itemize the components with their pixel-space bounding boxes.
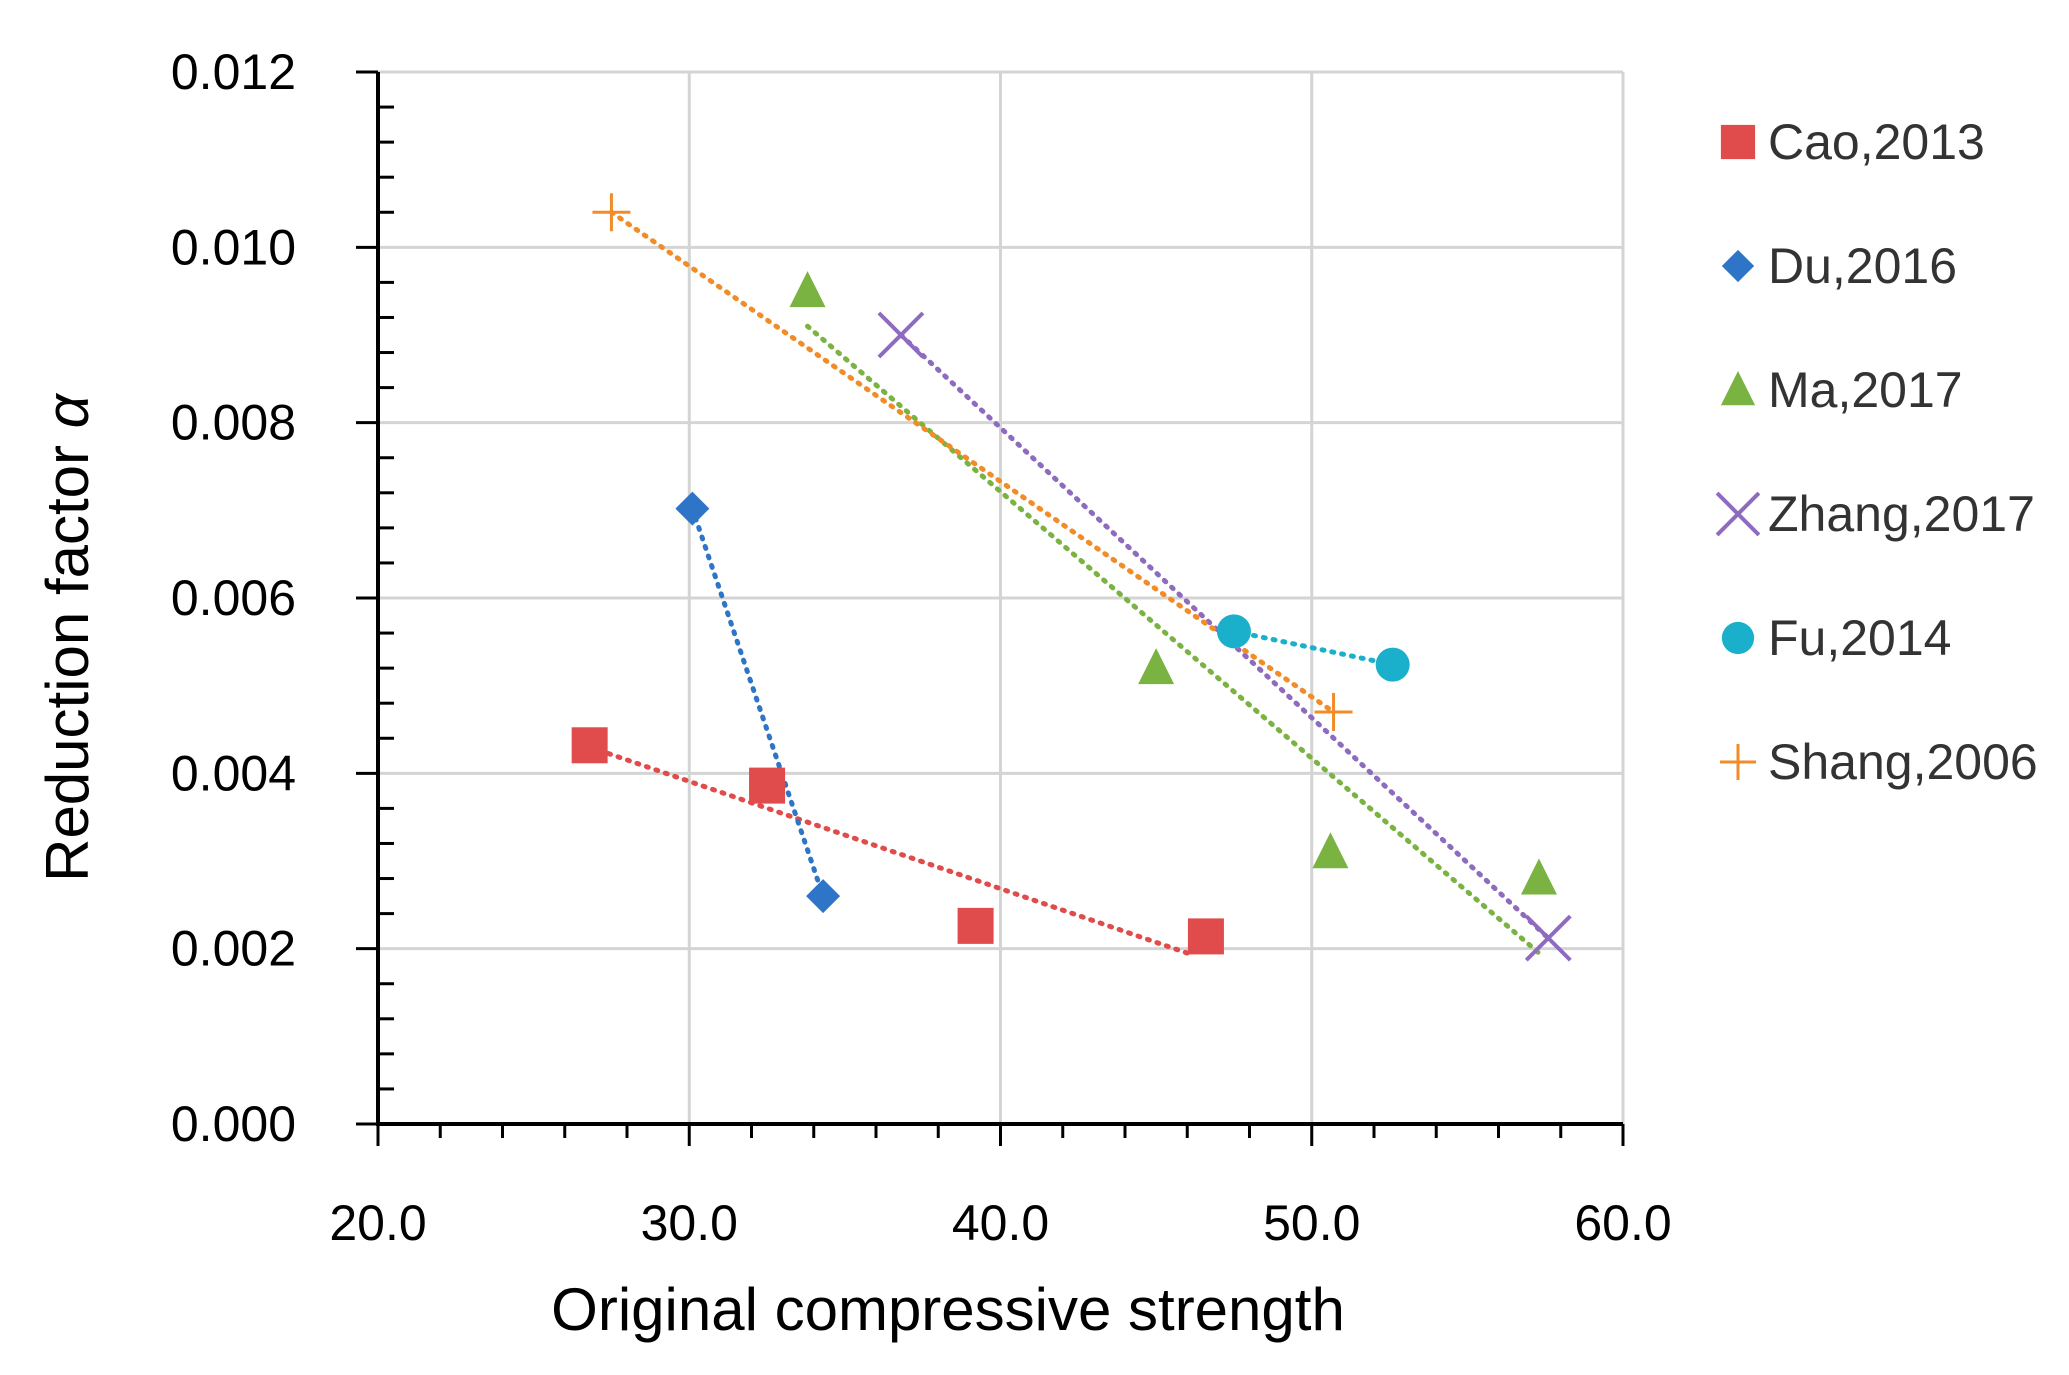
legend-marker-zhang-2017-stroke	[1715, 491, 1761, 537]
data-point-cao-2013	[571, 727, 608, 764]
legend-item-du-2016: Du,2016	[1721, 238, 1957, 294]
y-tick-label: 0.004	[171, 745, 296, 801]
y-tick-label: 0.012	[171, 44, 296, 100]
legend: Cao,2013 Du,2016 Ma,2017 Zhang,2017 Fu,2014 S…	[1715, 114, 2038, 790]
x-tick-label: 60.0	[1574, 1195, 1671, 1251]
legend-item-shang-2006: Shang,2006	[1719, 734, 2038, 790]
legend-label: Shang,2006	[1768, 734, 2038, 790]
y-tick-label: 0.006	[171, 570, 296, 626]
legend-item-ma-2017: Ma,2017	[1720, 362, 1963, 418]
data-point-ma-2017	[789, 271, 826, 308]
y-tick-label: 0.008	[171, 395, 296, 451]
data-point-cao-2013	[1187, 918, 1224, 955]
axes	[356, 70, 1625, 1146]
data-point-du-2016	[806, 879, 841, 914]
legend-label: Cao,2013	[1768, 114, 1985, 170]
legend-label: Zhang,2017	[1768, 486, 2035, 542]
trendline-du-2016	[689, 506, 826, 899]
data-point-du-2016	[675, 491, 710, 526]
x-tick-label: 50.0	[1263, 1195, 1360, 1251]
data-point-cao-2013	[957, 907, 994, 944]
data-point-zhang-2017-stroke	[877, 311, 925, 359]
data-point-ma-2017	[1312, 832, 1349, 869]
data-point-cao-2013	[749, 767, 786, 804]
data-point-shang-2006	[592, 193, 631, 232]
tick-labels: 20.0 30.0 40.0 50.0 60.0 0.000 0.002 0.004 0.006…	[171, 44, 1672, 1251]
trendline-ma-2017	[805, 323, 1542, 956]
y-tick-label: 0.000	[171, 1096, 296, 1152]
legend-marker-fu-2014	[1721, 621, 1755, 655]
legend-label: Fu,2014	[1768, 610, 1951, 666]
legend-marker-cao-2013	[1720, 124, 1756, 160]
legend-label: Ma,2017	[1768, 362, 1963, 418]
x-tick-label: 20.0	[329, 1195, 426, 1251]
data-point-zhang-2017	[1524, 914, 1572, 962]
legend-marker-shang-2006	[1719, 743, 1757, 781]
data-points	[571, 193, 1572, 962]
legend-marker-du-2016	[1721, 249, 1755, 283]
trendline-shang-2006	[608, 209, 1337, 715]
data-point-zhang-2017	[877, 311, 925, 359]
data-point-zhang-2017-stroke	[1524, 914, 1572, 962]
y-axis-title: Reduction factor α	[34, 392, 101, 882]
legend-marker-ma-2017	[1720, 371, 1756, 406]
x-tick-label: 30.0	[641, 1195, 738, 1251]
legend-label: Du,2016	[1768, 238, 1957, 294]
x-tick-label: 40.0	[952, 1195, 1049, 1251]
trendline-cao-2013	[587, 744, 1190, 956]
data-point-fu-2014	[1375, 647, 1410, 682]
grid	[378, 70, 1625, 1124]
legend-item-cao-2013: Cao,2013	[1720, 114, 1985, 170]
y-axis-title-text: Reduction factor	[34, 445, 101, 882]
trendline-fu-2014	[1231, 628, 1396, 668]
legend-marker-zhang-2017	[1715, 491, 1761, 537]
y-tick-label: 0.010	[171, 219, 296, 275]
legend-item-zhang-2017: Zhang,2017	[1715, 486, 2035, 542]
data-point-shang-2006	[1314, 692, 1353, 731]
y-tick-label: 0.002	[171, 921, 296, 977]
y-axis-title-symbol: α	[34, 392, 101, 428]
data-point-ma-2017	[1520, 858, 1557, 895]
legend-item-fu-2014: Fu,2014	[1721, 610, 1951, 666]
trendlines	[587, 209, 1551, 956]
data-point-ma-2017	[1138, 648, 1175, 685]
data-point-fu-2014	[1216, 614, 1251, 649]
x-axis-title: Original compressive strength	[551, 1276, 1345, 1343]
